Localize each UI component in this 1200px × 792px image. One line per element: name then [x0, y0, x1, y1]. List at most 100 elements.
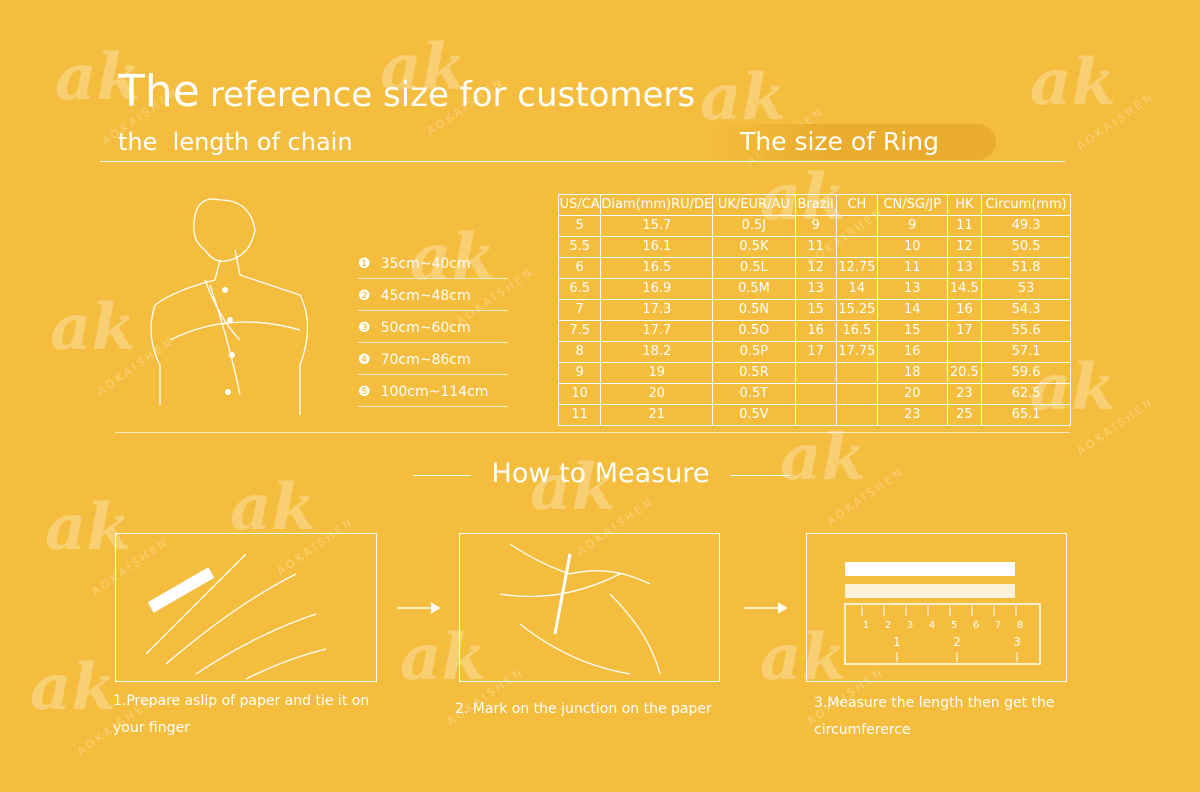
chain-heading: the length of chain: [118, 128, 353, 156]
table-cell: [835, 362, 879, 384]
table-cell: 8: [557, 341, 602, 363]
chain-length: 100cm~114cm: [380, 384, 489, 400]
table-cell: 25: [946, 404, 983, 426]
header-cell: Circum(mm): [981, 194, 1071, 216]
ruler-cm-label: 3: [907, 620, 913, 631]
arrow: [397, 602, 441, 614]
table-cell: 62.5: [981, 383, 1071, 405]
table-cell: 50.5: [981, 236, 1071, 258]
table-cell: 49.3: [981, 215, 1071, 237]
chain-item: ❶ 35cm~40cm: [358, 256, 508, 279]
watermark-logo: ak: [1030, 45, 1116, 120]
divider: [115, 432, 1070, 433]
table-cell: 53: [981, 278, 1071, 300]
table-cell: 15: [877, 320, 948, 342]
table-cell: 20: [877, 383, 948, 405]
watermark-logo: ak: [30, 650, 116, 725]
table-cell: 12.75: [835, 257, 879, 279]
table-cell: 21: [600, 404, 714, 426]
chain-marker: ❸: [358, 320, 371, 336]
chain-marker: ❷: [358, 288, 371, 304]
table-cell: [794, 383, 837, 405]
header-cell: CH: [835, 194, 879, 216]
table-cell: 11: [794, 236, 837, 258]
header-cell: UK/EUR/AU: [712, 194, 796, 216]
chain-length: 50cm~60cm: [380, 320, 471, 336]
table-cell: 7.5: [557, 320, 602, 342]
table-cell: 11: [557, 404, 602, 426]
table-cell: 6.5: [557, 278, 602, 300]
table-row: 11 21 0.5V 23 25 65.1: [557, 404, 1071, 426]
chain-length: 45cm~48cm: [380, 288, 471, 304]
rule: [730, 475, 790, 476]
table-cell: 9: [877, 215, 948, 237]
table-cell: [946, 341, 983, 363]
table-cell: 65.1: [981, 404, 1071, 426]
chain-marker: ❹: [358, 352, 371, 368]
step-text: 2. Mark on the junction on the paper: [455, 701, 712, 717]
table-cell: 6: [557, 257, 602, 279]
table-cell: 9: [557, 362, 602, 384]
table-row: 6.5 16.9 0.5M 13 14 13 14.5 53: [557, 278, 1071, 300]
table-cell: 10: [557, 383, 602, 405]
arrow: [744, 602, 788, 614]
step-text: 3.Measure the length then get the circum…: [814, 695, 1055, 738]
step-box: [115, 533, 377, 682]
table-cell: 0.5J: [712, 215, 796, 237]
ruler-cm-label: 5: [951, 620, 957, 631]
ruler: 1 2 3 4 5 6 7 81 2 3: [844, 562, 1041, 665]
table-row: 5.5 16.1 0.5K 11 10 12 50.5: [557, 236, 1071, 258]
ruler-cm-label: 4: [929, 620, 935, 631]
rule: [413, 475, 471, 476]
table-cell: 13: [877, 278, 948, 300]
table-cell: 0.5N: [712, 299, 796, 321]
ruler-cm-label: 7: [995, 620, 1001, 631]
table-cell: 0.5O: [712, 320, 796, 342]
table-cell: 0.5R: [712, 362, 796, 384]
table-cell: 17.7: [600, 320, 714, 342]
divider: [100, 161, 1065, 162]
table-cell: 9: [794, 215, 837, 237]
table-cell: 13: [946, 257, 983, 279]
header-cell: US/CA: [557, 194, 602, 216]
chain-item: ❸ 50cm~60cm: [358, 320, 508, 343]
chain-item: ❹ 70cm~86cm: [358, 352, 508, 375]
header-cell: HK: [946, 194, 983, 216]
table-cell: 17: [946, 320, 983, 342]
table-cell: 51.8: [981, 257, 1071, 279]
table-row: 7.5 17.7 0.5O 16 16.5 15 17 55.6: [557, 320, 1071, 342]
table-cell: [835, 236, 879, 258]
table-cell: 0.5M: [712, 278, 796, 300]
table-cell: 59.6: [981, 362, 1071, 384]
table-cell: 16: [946, 299, 983, 321]
table-cell: 14.5: [946, 278, 983, 300]
table-row: 6 16.5 0.5L 12 12.75 11 13 51.8: [557, 257, 1071, 279]
table-cell: 15.7: [600, 215, 714, 237]
table-cell: 17.75: [835, 341, 879, 363]
table-cell: 17.3: [600, 299, 714, 321]
table-cell: 5: [557, 215, 602, 237]
table-cell: 13: [794, 278, 837, 300]
title-lead: The: [118, 66, 200, 117]
ring-table: US/CA Diam(mm)RU/DE UK/EUR/AU Brazil CH CN/SG…: [557, 194, 1071, 426]
table-header-row: US/CA Diam(mm)RU/DE UK/EUR/AU Brazil CH CN/SG…: [557, 194, 1071, 216]
step-text: 1.Prepare aslip of paper and tie it on y…: [113, 693, 370, 736]
table-cell: 20: [600, 383, 714, 405]
table-cell: 55.6: [981, 320, 1071, 342]
table-cell: 19: [600, 362, 714, 384]
finger-paper-sketch: [145, 553, 327, 680]
table-cell: 12: [946, 236, 983, 258]
table-cell: [835, 404, 879, 426]
table-cell: 20.5: [946, 362, 983, 384]
watermark-brand: AOKAISHEN: [824, 465, 907, 528]
table-cell: 11: [946, 215, 983, 237]
table-cell: 57.1: [981, 341, 1071, 363]
table-cell: 16.5: [600, 257, 714, 279]
table-cell: 12: [794, 257, 837, 279]
chain-marker: ❶: [358, 256, 371, 272]
table-cell: 17: [794, 341, 837, 363]
mark-sketch: [499, 543, 661, 675]
table-cell: 16: [794, 320, 837, 342]
chain-length: 35cm~40cm: [380, 256, 471, 272]
